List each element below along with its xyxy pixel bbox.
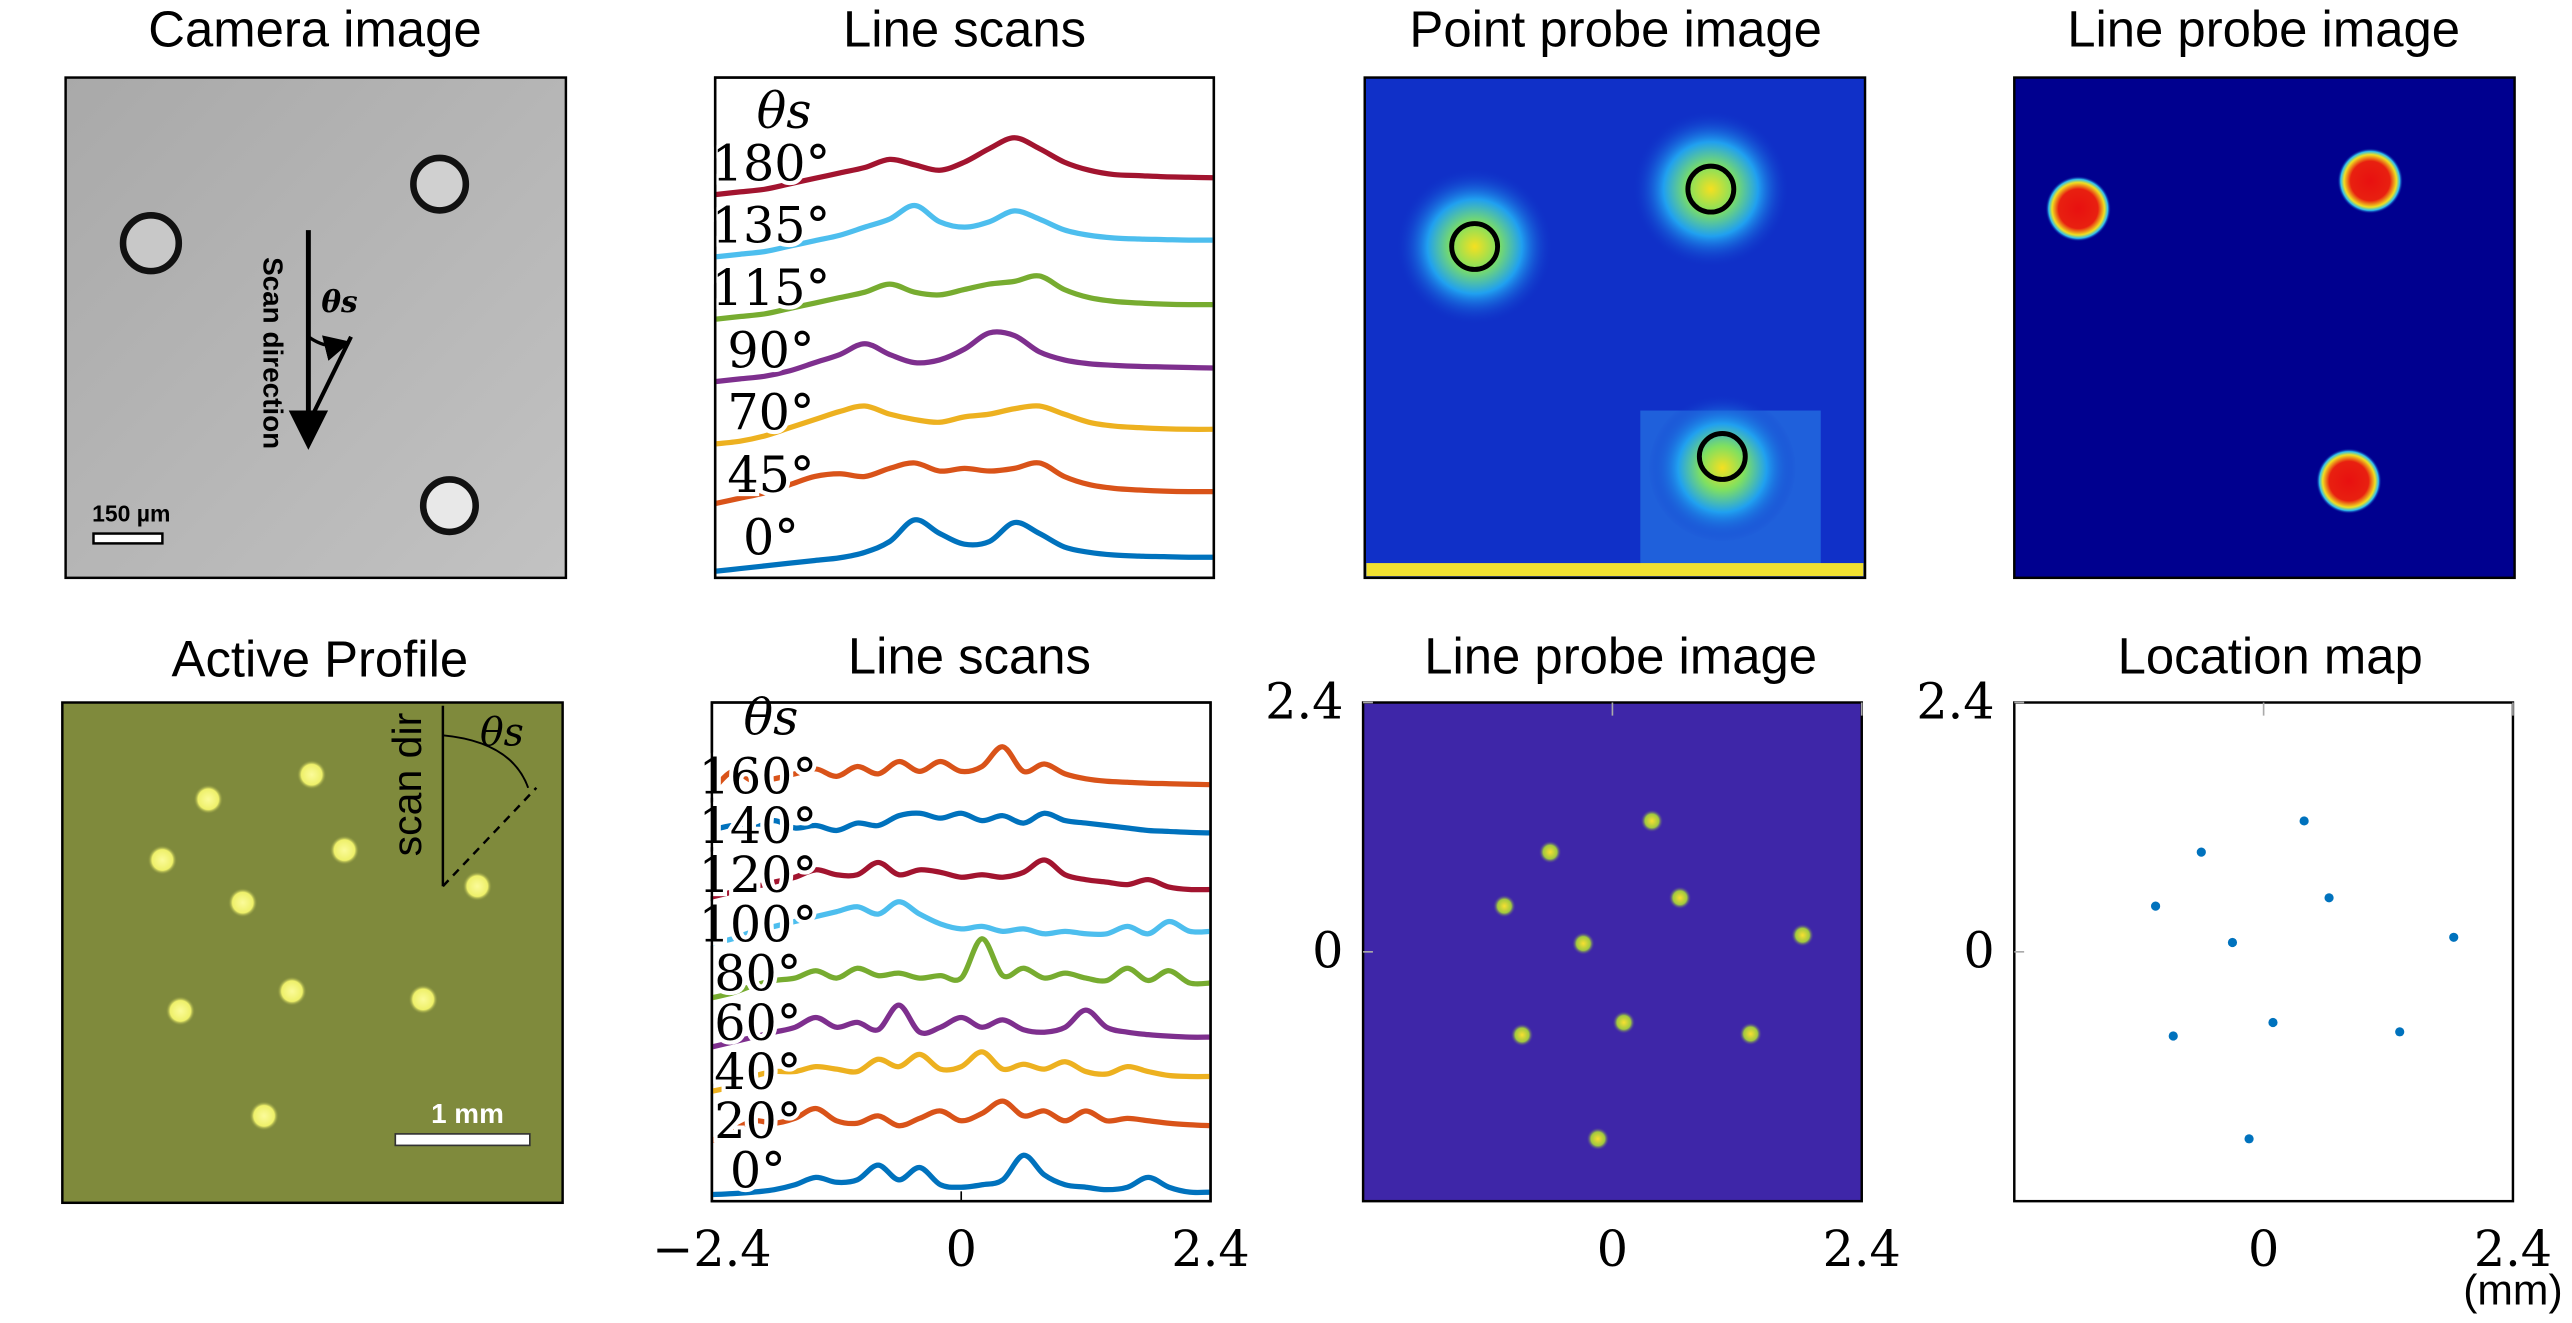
- line-series: [711, 1049, 1211, 1094]
- scale-bar-label: 150 µm: [92, 501, 170, 527]
- line-series: [710, 1098, 1211, 1143]
- series-label: 0°: [743, 508, 799, 566]
- panel-title: Line probe image: [2067, 1, 2460, 58]
- annotation: θs: [480, 709, 524, 755]
- scatter-point: [2299, 816, 2309, 826]
- y-tick-label: 0: [1312, 922, 1343, 980]
- x-tick-label: 0: [1597, 1220, 1628, 1278]
- x-tick-label: 2.4: [1171, 1220, 1249, 1278]
- series-label: 140°: [699, 797, 817, 855]
- scatter-point: [2449, 932, 2459, 942]
- heatmap-spot: [1612, 1010, 1636, 1034]
- line-series: [714, 329, 1214, 385]
- scatter-point: [2168, 1031, 2178, 1041]
- series-label: 45°: [727, 446, 814, 504]
- panel-title: Line probe image: [1424, 627, 1817, 684]
- legend-title: θs: [744, 689, 799, 747]
- series-label: 160°: [699, 748, 817, 806]
- x-tick-label: 0: [2248, 1220, 2279, 1278]
- scatter-point: [2227, 937, 2238, 948]
- scatter-point: [2268, 1017, 2278, 1028]
- panel-title: Line scans: [848, 627, 1091, 684]
- line-series: [711, 857, 1211, 900]
- line-probe-image: [2013, 76, 2516, 580]
- heatmap-spot: [1668, 886, 1692, 910]
- x-tick-label: 2.4: [2474, 1220, 2552, 1278]
- scatter-point: [2196, 847, 2206, 857]
- line-series: [714, 202, 1214, 260]
- scatter-point: [2244, 1134, 2254, 1144]
- line-series: [711, 1002, 1211, 1050]
- line-series: [714, 273, 1214, 322]
- scatter-point: [2150, 901, 2161, 911]
- plot-frame: [2013, 701, 2515, 1203]
- series-label: 180°: [712, 134, 830, 192]
- heatmap-spot: [1586, 1127, 1610, 1151]
- line-series: [711, 899, 1211, 947]
- series-label: 100°: [699, 895, 817, 953]
- series-label: 80°: [714, 945, 801, 1003]
- plot-frame: [710, 701, 1212, 1203]
- x-tick-label: 0: [946, 1220, 977, 1278]
- heatmap-background: [1361, 701, 1863, 1203]
- heatmap-spot: [1739, 1022, 1763, 1046]
- heatmap-spot: [1538, 840, 1562, 864]
- scatter-point: [2395, 1027, 2405, 1037]
- scale-bar-label: 1 mm: [431, 1098, 504, 1129]
- x-tick-label: −2.4: [652, 1220, 771, 1278]
- heatmap-spot: [1492, 894, 1516, 918]
- plot-frame: [713, 76, 1216, 580]
- series-label: 0°: [730, 1141, 786, 1199]
- point-probe-image: [1363, 76, 1867, 580]
- y-tick-label: 2.4: [1916, 672, 1994, 730]
- heatmap-spot: [1571, 932, 1595, 956]
- line-series: [709, 744, 1211, 793]
- scatter-point: [2324, 893, 2334, 903]
- line-series: [714, 135, 1214, 198]
- series-label: 40°: [714, 1043, 801, 1101]
- series-label: 135°: [712, 197, 830, 255]
- line-series: [711, 810, 1211, 836]
- line-series: [714, 403, 1214, 447]
- series-label: 70°: [727, 384, 814, 442]
- panel-title: Location map: [2118, 627, 2423, 684]
- series-label: 120°: [699, 846, 817, 904]
- annotation: Scan direction: [257, 257, 288, 449]
- panel-title: Point probe image: [1409, 1, 1822, 58]
- line-series: [711, 1152, 1211, 1198]
- series-label: 60°: [714, 994, 801, 1052]
- panel-title: Line scans: [843, 1, 1086, 58]
- camera-image: Scan direction θs 150 µm: [64, 76, 568, 580]
- series-label: 20°: [714, 1092, 801, 1150]
- series-label: 115°: [712, 259, 830, 317]
- panel-title: Active Profile: [172, 631, 469, 688]
- y-tick-label: 0: [1963, 922, 1994, 980]
- heatmap-spot: [1640, 809, 1664, 833]
- line-series: [714, 517, 1214, 574]
- panel-title: Camera image: [148, 1, 481, 58]
- y-tick-label: 2.4: [1265, 672, 1343, 730]
- annotation: scan dir: [384, 713, 430, 857]
- annotation: θs: [321, 284, 358, 319]
- series-label: 90°: [727, 321, 814, 379]
- x-tick-label: 2.4: [1823, 1220, 1901, 1278]
- heatmap-spot: [1510, 1023, 1534, 1047]
- legend-title: θs: [757, 82, 812, 140]
- heatmap-spot: [1791, 923, 1815, 947]
- line-series: [711, 936, 1211, 1001]
- active-profile-image: scan dir θs 1 mm: [61, 701, 564, 1205]
- x-axis-label: (mm): [2463, 1266, 2562, 1314]
- line-series: [714, 460, 1214, 507]
